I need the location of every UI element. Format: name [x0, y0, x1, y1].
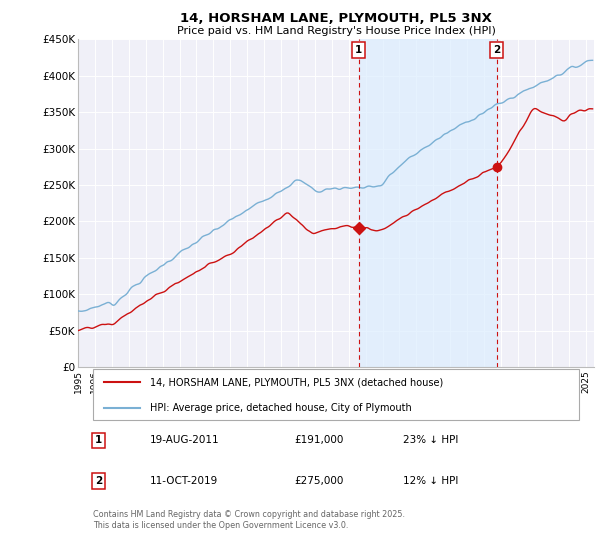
Text: 1: 1: [355, 45, 362, 55]
Text: 2: 2: [95, 476, 102, 486]
FancyBboxPatch shape: [94, 370, 578, 421]
Text: 14, HORSHAM LANE, PLYMOUTH, PL5 3NX: 14, HORSHAM LANE, PLYMOUTH, PL5 3NX: [180, 12, 492, 25]
Text: 14, HORSHAM LANE, PLYMOUTH, PL5 3NX (detached house): 14, HORSHAM LANE, PLYMOUTH, PL5 3NX (det…: [150, 377, 443, 387]
Text: £275,000: £275,000: [295, 476, 344, 486]
Text: Contains HM Land Registry data © Crown copyright and database right 2025.
This d: Contains HM Land Registry data © Crown c…: [94, 510, 406, 530]
Text: 11-OCT-2019: 11-OCT-2019: [150, 476, 218, 486]
Text: 23% ↓ HPI: 23% ↓ HPI: [403, 436, 458, 445]
Text: 1: 1: [95, 436, 102, 445]
Text: 12% ↓ HPI: 12% ↓ HPI: [403, 476, 458, 486]
Text: Price paid vs. HM Land Registry's House Price Index (HPI): Price paid vs. HM Land Registry's House …: [176, 26, 496, 36]
Text: HPI: Average price, detached house, City of Plymouth: HPI: Average price, detached house, City…: [150, 403, 412, 413]
Text: £191,000: £191,000: [295, 436, 344, 445]
Bar: [359, 39, 497, 367]
Text: 19-AUG-2011: 19-AUG-2011: [150, 436, 220, 445]
Text: 2: 2: [493, 45, 500, 55]
